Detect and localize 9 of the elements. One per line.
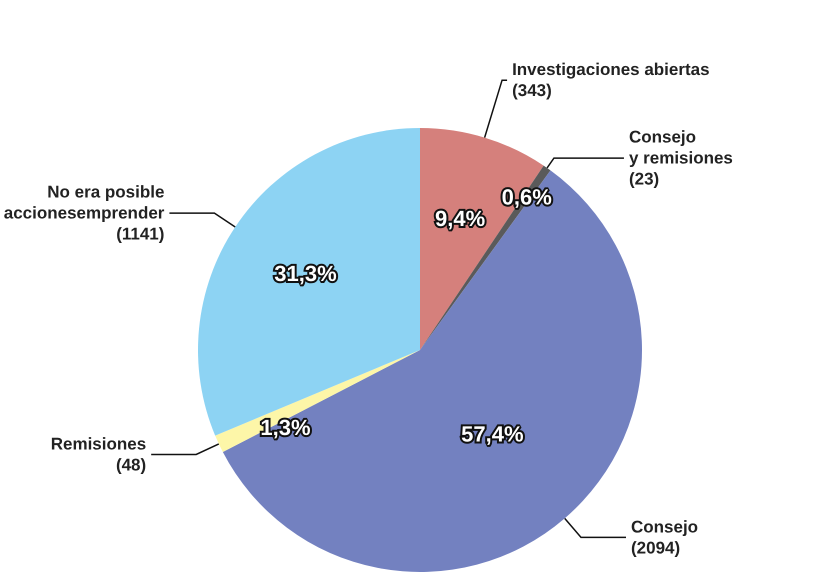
slice-label: Remisiones (48) — [50, 434, 146, 474]
slice-label: No era posible accionesemprender (1141) — [4, 182, 165, 244]
slice-label: Consejo (2094) — [631, 517, 698, 558]
data-label: 57,4% — [461, 422, 524, 447]
slice-label: Consejo y remisiones (23) — [628, 128, 733, 189]
data-label: 9,4% — [434, 206, 486, 231]
data-label: 31,3% — [274, 261, 337, 286]
slice-label: Investigaciones abiertas (343) — [512, 60, 710, 100]
data-label: 1,3% — [260, 415, 311, 440]
